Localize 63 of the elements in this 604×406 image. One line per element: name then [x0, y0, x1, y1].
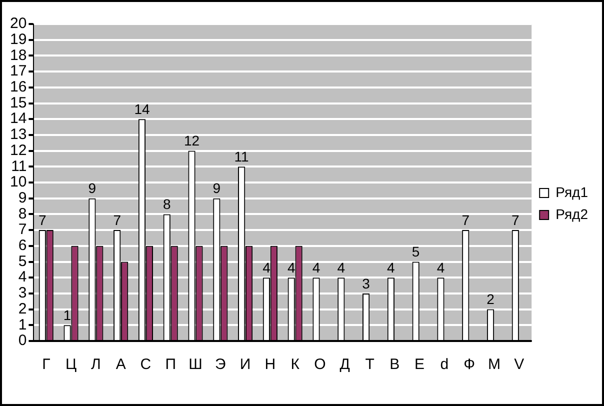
- y-tick-label: 17: [10, 62, 27, 80]
- y-tick-label: 4: [18, 268, 27, 286]
- x-tick-label: И: [240, 356, 251, 374]
- y-tick-label: 0: [18, 332, 27, 350]
- y-tick-label: 16: [10, 78, 27, 96]
- data-label: 7: [113, 212, 122, 228]
- y-tick-label: 18: [10, 46, 27, 64]
- y-tick-label: 7: [18, 221, 27, 238]
- x-tick-label: Л: [91, 356, 101, 374]
- data-label: 2: [486, 291, 495, 308]
- x-tick-label: С: [140, 356, 152, 374]
- x-tick-label: Д: [340, 356, 350, 374]
- y-tick-label: 14: [10, 110, 27, 128]
- x-tick-label: d: [440, 356, 449, 374]
- x-tick-label: М: [488, 356, 500, 374]
- data-label: 4: [337, 259, 346, 276]
- y-tick-label: 1: [18, 316, 27, 334]
- data-label: 7: [38, 212, 46, 228]
- x-tick-label: Н: [264, 356, 276, 374]
- x-tick-label: Г: [42, 356, 50, 374]
- data-label: 4: [312, 259, 320, 276]
- y-tick-label: 3: [18, 284, 27, 302]
- data-label: 7: [462, 212, 470, 228]
- legend-label: Ряд1: [556, 184, 588, 200]
- data-label: 4: [387, 259, 396, 276]
- y-tick-label: 11: [11, 158, 27, 175]
- y-tick-label: 12: [10, 142, 27, 159]
- y-tick-label: 10: [10, 174, 27, 191]
- data-label: 12: [184, 132, 200, 149]
- data-label: 8: [162, 196, 171, 212]
- legend-label: Ряд2: [556, 206, 588, 222]
- data-label: 5: [412, 244, 420, 260]
- x-tick-label: Ф: [464, 356, 476, 374]
- y-tick-label: 13: [10, 126, 27, 144]
- data-label: 4: [436, 259, 445, 276]
- x-tick-label: V: [514, 356, 524, 374]
- data-label: 9: [212, 180, 221, 196]
- x-tick-label: Э: [215, 356, 226, 374]
- y-tick-label: 2: [18, 300, 27, 318]
- data-label: 7: [512, 212, 520, 228]
- data-label: 1: [63, 307, 72, 324]
- y-tick-label: 20: [10, 15, 27, 32]
- x-tick-label: Т: [365, 356, 374, 374]
- data-label: 4: [287, 259, 296, 276]
- y-tick-label: 19: [10, 30, 27, 48]
- y-tick-label: 8: [18, 205, 27, 222]
- y-tick-label: 15: [10, 94, 27, 112]
- data-label: 3: [362, 275, 370, 292]
- x-tick-label: П: [165, 356, 176, 374]
- data-label: 4: [262, 259, 271, 276]
- x-tick-label: А: [116, 356, 126, 374]
- y-tick-label: 6: [18, 237, 27, 254]
- x-tick-label: Ц: [65, 356, 77, 374]
- y-tick-label: 9: [18, 189, 27, 206]
- y-tick-label: 5: [18, 252, 27, 270]
- x-tick-label: Ш: [188, 356, 202, 374]
- data-label: 9: [88, 180, 96, 196]
- x-tick-label: О: [314, 356, 326, 374]
- data-label: 11: [234, 148, 250, 165]
- data-label: 14: [134, 100, 150, 117]
- x-tick-label: Е: [414, 356, 425, 374]
- x-tick-label: К: [290, 356, 300, 374]
- x-tick-label: В: [390, 356, 400, 374]
